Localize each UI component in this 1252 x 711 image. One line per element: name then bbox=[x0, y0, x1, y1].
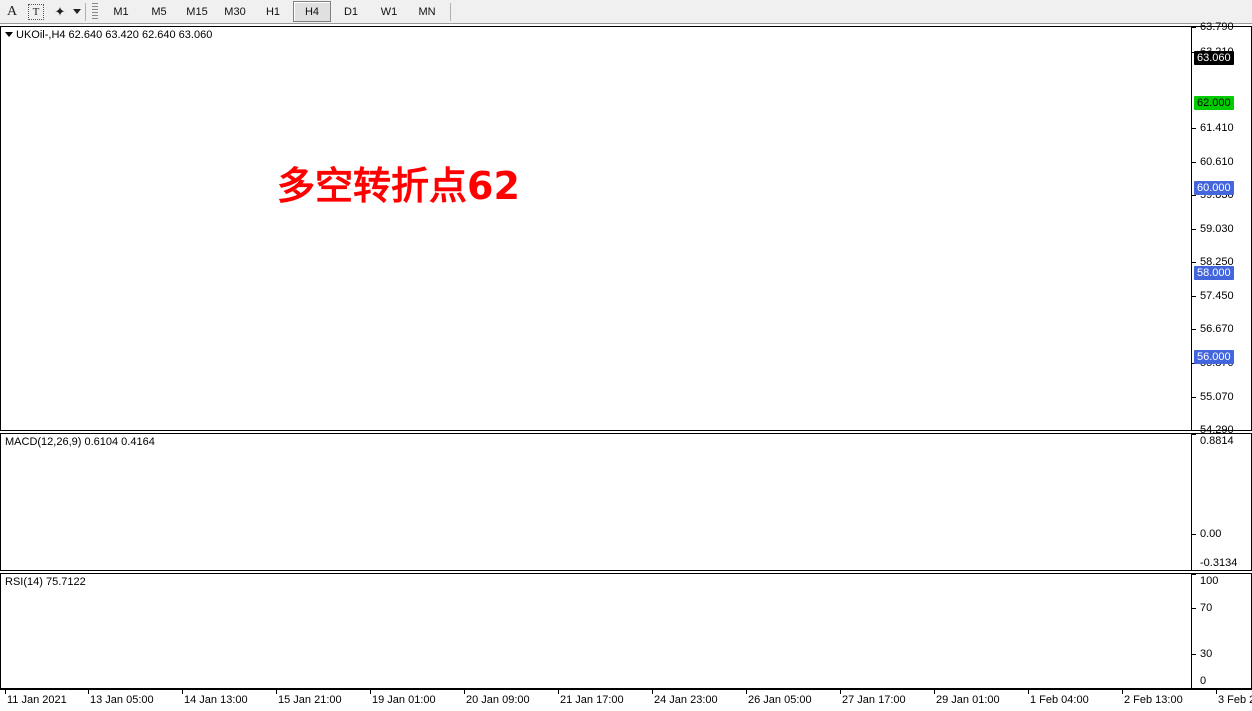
price-badge-62-000[interactable]: 62.000 bbox=[1194, 95, 1234, 110]
macd-panel-header: MACD(12,26,9) 0.6104 0.4164 bbox=[5, 436, 155, 448]
toolbar-separator-2 bbox=[450, 2, 451, 21]
text-tool-A-icon[interactable]: A bbox=[6, 3, 18, 19]
time-tick bbox=[370, 690, 371, 694]
time-tick bbox=[1028, 690, 1029, 694]
timeframe-h1[interactable]: H1 bbox=[265, 5, 281, 18]
macd-panel[interactable]: MACD(12,26,9) 0.6104 0.4164 0.8814 0.00 -0… bbox=[0, 433, 1252, 571]
objects-tool-icon[interactable]: ✦ bbox=[54, 3, 66, 19]
time-axis-label: 20 Jan 09:00 bbox=[466, 694, 530, 706]
time-axis-label: 19 Jan 01:00 bbox=[372, 694, 436, 706]
price-badge-60-000[interactable]: 60.000 bbox=[1194, 180, 1234, 195]
timeframe-m5[interactable]: M5 bbox=[151, 5, 167, 18]
time-tick bbox=[276, 690, 277, 694]
toolbar-separator bbox=[85, 2, 86, 21]
price-axis: 63.79063.21061.41060.61059.83059.03058.2… bbox=[1191, 21, 1251, 436]
text-label-tool-icon[interactable]: T bbox=[24, 1, 48, 23]
price-tick bbox=[1192, 329, 1196, 331]
time-tick bbox=[746, 690, 747, 694]
price-tick bbox=[1192, 194, 1196, 196]
chart-toolbar: A T ✦ M1 M5 M15 M30 H1 H4 D1 W1 MN bbox=[0, 0, 1252, 24]
toolbar-drag-grip[interactable] bbox=[92, 2, 98, 21]
time-axis-label: 21 Jan 17:00 bbox=[560, 694, 624, 706]
rsi-axis: 100 70 30 0 bbox=[1191, 574, 1251, 689]
timeframe-m15[interactable]: M15 bbox=[186, 5, 208, 18]
price-axis-label: 56.670 bbox=[1200, 323, 1234, 336]
macd-axis-label: 0.00 bbox=[1200, 528, 1222, 541]
rsi-panel-header: RSI(14) 75.7122 bbox=[5, 576, 86, 588]
macd-tick bbox=[1192, 570, 1196, 571]
time-tick bbox=[558, 690, 559, 694]
timeframe-h4[interactable]: H4 bbox=[293, 1, 331, 22]
macd-axis-label: -0.3134 bbox=[1200, 557, 1238, 569]
price-header-text: UKOil-,H4 62.640 63.420 62.640 63.060 bbox=[16, 29, 213, 41]
price-tick bbox=[1192, 127, 1196, 129]
time-axis-label: 3 Feb 21:00 bbox=[1218, 694, 1252, 706]
time-tick bbox=[5, 690, 6, 694]
price-axis-label: 57.450 bbox=[1200, 289, 1234, 302]
timeframe-w1[interactable]: W1 bbox=[380, 5, 398, 18]
timeframe-group: M1 M5 M15 M30 H1 H4 D1 W1 MN bbox=[102, 1, 446, 22]
time-tick bbox=[1216, 690, 1217, 694]
time-tick bbox=[88, 690, 89, 694]
time-axis-label: 29 Jan 01:00 bbox=[936, 694, 1000, 706]
macd-axis-label: 0.8814 bbox=[1200, 435, 1234, 447]
rsi-axis-label: 100 bbox=[1200, 575, 1219, 587]
timeframe-m1[interactable]: M1 bbox=[113, 5, 129, 18]
timeframe-m30[interactable]: M30 bbox=[224, 5, 246, 18]
price-tick bbox=[1192, 27, 1196, 28]
rsi-tick bbox=[1192, 574, 1196, 575]
time-axis-label: 26 Jan 05:00 bbox=[748, 694, 812, 706]
timeframe-d1[interactable]: D1 bbox=[343, 5, 359, 18]
macd-tick bbox=[1192, 534, 1196, 536]
price-axis-label: 60.610 bbox=[1200, 155, 1234, 168]
macd-axis: 0.8814 0.00 -0.3134 bbox=[1191, 434, 1251, 571]
price-tick bbox=[1192, 396, 1196, 398]
chart-annotation-text: 多空转折点62 bbox=[277, 164, 520, 208]
price-chart-panel[interactable]: UKOil-,H4 62.640 63.420 62.640 63.060 63… bbox=[0, 21, 1252, 436]
rsi-tick bbox=[1192, 608, 1196, 610]
price-badge-63-060[interactable]: 63.060 bbox=[1194, 50, 1234, 65]
price-tick bbox=[1192, 262, 1196, 263]
price-tick bbox=[1192, 161, 1196, 163]
price-badge-56-000[interactable]: 56.000 bbox=[1194, 350, 1234, 365]
price-axis-label: 63.790 bbox=[1200, 21, 1234, 33]
rsi-axis-label: 30 bbox=[1200, 647, 1213, 660]
price-axis-label: 61.410 bbox=[1200, 121, 1234, 134]
time-tick bbox=[464, 690, 465, 694]
rsi-tick bbox=[1192, 653, 1196, 655]
time-tick bbox=[182, 690, 183, 694]
timeframe-mn[interactable]: MN bbox=[418, 5, 436, 18]
price-axis-label: 55.070 bbox=[1200, 390, 1234, 403]
price-tick bbox=[1192, 430, 1196, 431]
price-badge-58-000[interactable]: 58.000 bbox=[1194, 265, 1234, 280]
collapse-arrow-icon[interactable] bbox=[5, 32, 13, 37]
rsi-tick bbox=[1192, 688, 1196, 689]
price-tick bbox=[1192, 295, 1196, 297]
rsi-panel[interactable]: RSI(14) 75.7122 100 70 30 0 bbox=[0, 573, 1252, 689]
price-axis-label: 58.250 bbox=[1200, 256, 1234, 268]
time-axis-label: 2 Feb 13:00 bbox=[1124, 694, 1183, 706]
time-axis-label: 1 Feb 04:00 bbox=[1030, 694, 1089, 706]
time-axis-label: 11 Jan 2021 bbox=[7, 694, 67, 706]
time-axis-label: 27 Jan 17:00 bbox=[842, 694, 906, 706]
price-tick bbox=[1192, 228, 1196, 230]
rsi-axis-label: 0 bbox=[1200, 675, 1207, 687]
macd-tick bbox=[1192, 434, 1196, 435]
rsi-axis-label: 70 bbox=[1200, 602, 1213, 615]
time-axis: 11 Jan 2021 13 Jan 05:00 14 Jan 13:00 15 Ja… bbox=[0, 689, 1252, 711]
time-tick bbox=[840, 690, 841, 694]
time-axis-label: 14 Jan 13:00 bbox=[184, 694, 248, 706]
time-tick bbox=[934, 690, 935, 694]
time-axis-label: 13 Jan 05:00 bbox=[90, 694, 154, 706]
time-tick bbox=[1122, 690, 1123, 694]
objects-dropdown-caret-icon[interactable] bbox=[73, 9, 81, 14]
price-axis-label: 59.030 bbox=[1200, 222, 1234, 235]
time-axis-label: 15 Jan 21:00 bbox=[278, 694, 342, 706]
time-tick bbox=[652, 690, 653, 694]
time-axis-label: 24 Jan 23:00 bbox=[654, 694, 718, 706]
price-panel-header: UKOil-,H4 62.640 63.420 62.640 63.060 bbox=[5, 29, 212, 41]
